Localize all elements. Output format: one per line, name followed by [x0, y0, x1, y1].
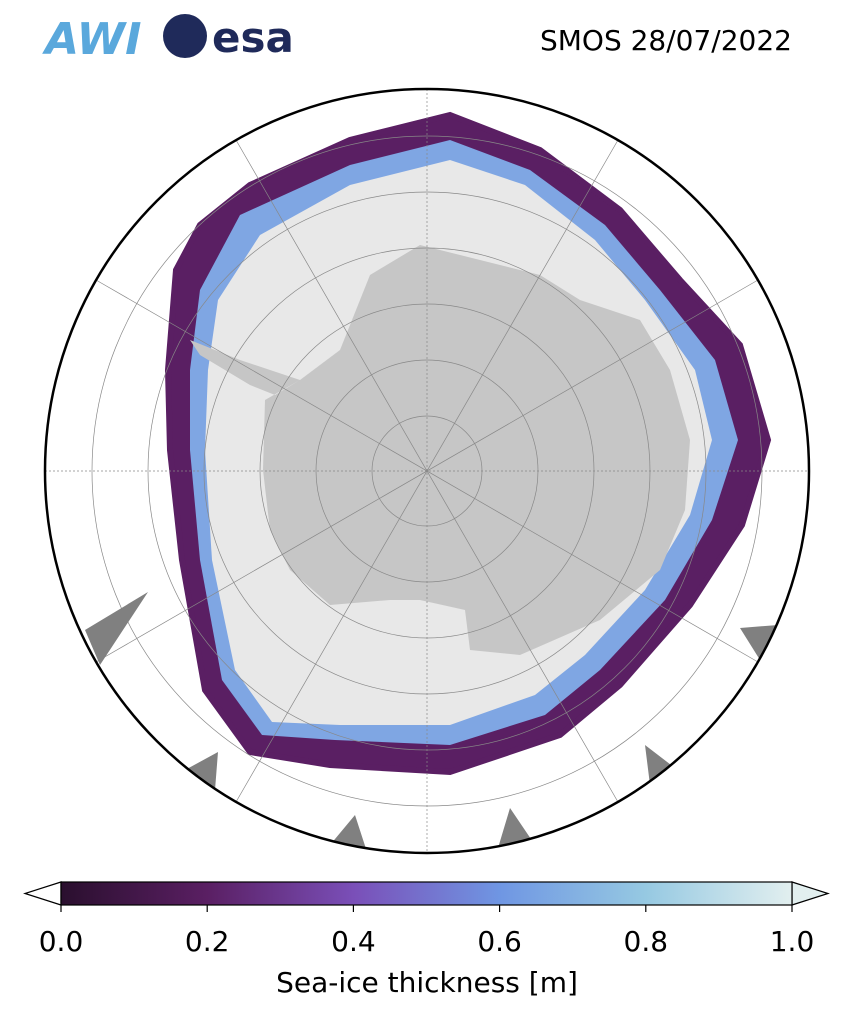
colorbar-tick-label: 0.0 [39, 925, 84, 958]
colorbar-tick-label: 0.4 [331, 925, 376, 958]
colorbar-body [60, 881, 793, 906]
colorbar: 0.0 0.2 0.4 0.6 0.8 1.0 [23, 881, 830, 958]
esa-mark [163, 14, 207, 58]
colorbar-tick-label: 1.0 [770, 925, 815, 958]
antarctica [190, 245, 690, 655]
map-title: SMOS 28/07/2022 [540, 24, 792, 57]
logos: AWI esa [42, 13, 294, 65]
colorbar-extend-high [791, 881, 830, 906]
colorbar-label: Sea-ice thickness [m] [276, 966, 578, 999]
colorbar-tick-label: 0.2 [185, 925, 230, 958]
colorbar-tick-label: 0.8 [624, 925, 669, 958]
map [45, 89, 809, 853]
map-frame [43, 87, 811, 855]
colorbar-tick-label: 0.6 [477, 925, 522, 958]
graticule [45, 89, 809, 853]
colorbar-extend-low [23, 881, 62, 906]
esa-logo: esa [212, 13, 294, 62]
awi-logo: AWI [42, 14, 142, 65]
